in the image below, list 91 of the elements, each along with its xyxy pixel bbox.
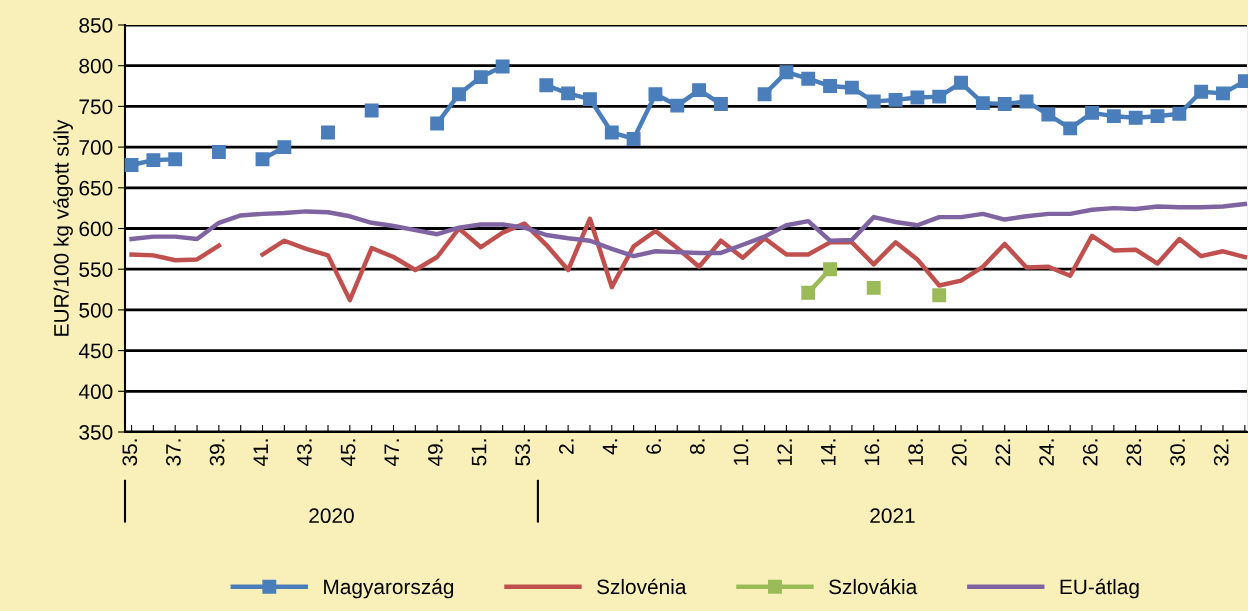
point — [866, 280, 881, 295]
x-tick-label: 16. — [864, 439, 880, 465]
x-tick-label: 32. — [1213, 439, 1229, 466]
point — [801, 71, 816, 86]
y-tick-label: 600 — [79, 221, 113, 237]
point — [670, 98, 685, 113]
point — [1063, 121, 1078, 136]
legend-label: Magyarország — [324, 578, 454, 599]
point — [1216, 86, 1230, 101]
x-tick-label: 26. — [1082, 439, 1098, 466]
x-tick-label: 37. — [166, 439, 181, 466]
y-tick-label: 500 — [79, 302, 113, 318]
x-tick-label: 47. — [384, 439, 399, 467]
x-tick-label: 8. — [689, 439, 705, 455]
point — [604, 125, 619, 140]
point — [932, 288, 947, 303]
point — [1041, 107, 1056, 122]
text: 2021 — [870, 508, 915, 524]
text: 2020 — [309, 508, 354, 524]
point — [539, 78, 554, 93]
x-tick-label: 39. — [209, 439, 225, 466]
y-tick-label: 550 — [79, 262, 113, 277]
point — [1194, 84, 1209, 99]
point — [779, 65, 794, 80]
y-tick-label: 450 — [78, 343, 113, 359]
x-tick-label: 35. — [122, 439, 138, 466]
point — [452, 87, 466, 102]
y-tick-label: 650 — [79, 180, 113, 196]
legend-label: Szlovákia — [829, 578, 918, 595]
x-tick-label: 22. — [995, 439, 1011, 466]
x-tick-label: 30. — [1170, 439, 1185, 466]
point — [211, 145, 226, 159]
y-tick-label: 800 — [79, 58, 113, 74]
point — [1128, 110, 1143, 125]
point — [626, 132, 641, 146]
point — [823, 79, 838, 93]
line-series — [129, 201, 1248, 259]
point — [255, 152, 270, 167]
y-tick-label: 400 — [78, 384, 113, 400]
x-tick-label: 45. — [340, 439, 356, 467]
point — [910, 90, 925, 105]
x-tick-label: 49. — [427, 439, 443, 467]
point — [473, 70, 488, 85]
x-tick-label: 10. — [733, 439, 749, 465]
x-tick-label: 53. — [515, 439, 531, 466]
point — [1172, 106, 1187, 121]
x-tick-label: 41. — [253, 439, 268, 467]
x-tick-label: 14. — [821, 439, 836, 465]
point — [823, 262, 838, 277]
x-tick-label: 28. — [1126, 439, 1142, 466]
point — [321, 125, 335, 140]
point — [364, 103, 379, 118]
point — [583, 92, 597, 107]
x-tick-label: 43. — [297, 439, 312, 467]
y-tick-label: 750 — [79, 99, 113, 115]
legend-label: EU-átlag — [1060, 578, 1139, 599]
point — [866, 94, 881, 109]
point — [277, 140, 292, 155]
point — [954, 75, 968, 90]
point — [495, 59, 510, 74]
point — [1085, 105, 1099, 120]
point — [888, 92, 903, 107]
x-tick-label: 24. — [1039, 439, 1054, 466]
point — [561, 86, 576, 101]
point — [997, 97, 1012, 111]
point — [757, 87, 772, 102]
point — [1106, 109, 1121, 124]
x-tick-label: 2. — [558, 439, 574, 454]
x-tick-label: 18. — [908, 439, 923, 465]
point — [648, 87, 663, 102]
x-tick-label: 6. — [646, 439, 662, 454]
point — [168, 152, 183, 167]
point — [146, 153, 161, 168]
point — [801, 285, 816, 300]
legend-label: Szlovénia — [597, 578, 687, 595]
point — [844, 80, 859, 95]
point — [1150, 109, 1165, 124]
y-tick-label: 350 — [79, 425, 113, 440]
point — [430, 116, 445, 131]
point — [692, 83, 707, 98]
point — [932, 89, 947, 104]
point — [713, 97, 728, 111]
x-tick-label: 12. — [777, 439, 792, 465]
point — [124, 158, 139, 172]
x-tick-label: 51. — [471, 439, 487, 466]
x-tick-label: 4. — [602, 439, 618, 455]
y-axis-title: EUR/100 kg vágott súly — [53, 119, 73, 336]
y-tick-label: 850 — [79, 18, 113, 33]
y-tick-label: 700 — [79, 140, 113, 155]
x-tick-label: 20. — [951, 439, 967, 466]
point — [975, 96, 990, 111]
